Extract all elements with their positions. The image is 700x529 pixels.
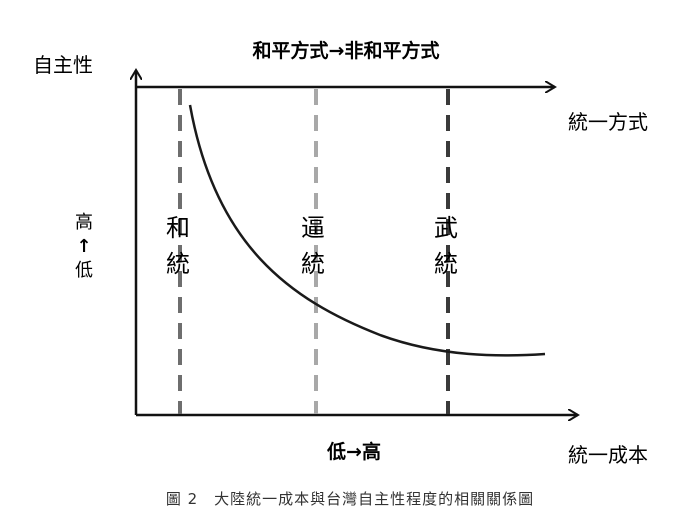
top-mode-label: 和平方式→非和平方式 bbox=[253, 39, 440, 62]
mode-label-coercive-1: 逼 bbox=[301, 214, 325, 242]
x-scale-label: 低→高 bbox=[326, 440, 381, 463]
y-scale-arrow: ↑ bbox=[76, 236, 91, 257]
top-axis-title: 統一方式 bbox=[568, 110, 648, 134]
y-scale-low: 低 bbox=[75, 260, 93, 281]
mode-label-military-1: 武 bbox=[434, 214, 458, 242]
figure-caption: 圖 2 大陸統一成本與台灣自主性程度的相關關係圖 bbox=[165, 490, 535, 508]
x-axis-title: 統一成本 bbox=[568, 443, 648, 467]
mode-label-peaceful-2: 統 bbox=[166, 250, 190, 278]
y-axis-title: 自主性 bbox=[33, 53, 93, 77]
mode-label-military-2: 統 bbox=[434, 250, 458, 278]
autonomy-cost-curve bbox=[188, 104, 546, 357]
y-scale-high: 高 bbox=[75, 212, 93, 233]
mode-label-coercive-2: 統 bbox=[301, 250, 325, 278]
mode-label-peaceful-1: 和 bbox=[166, 214, 190, 242]
